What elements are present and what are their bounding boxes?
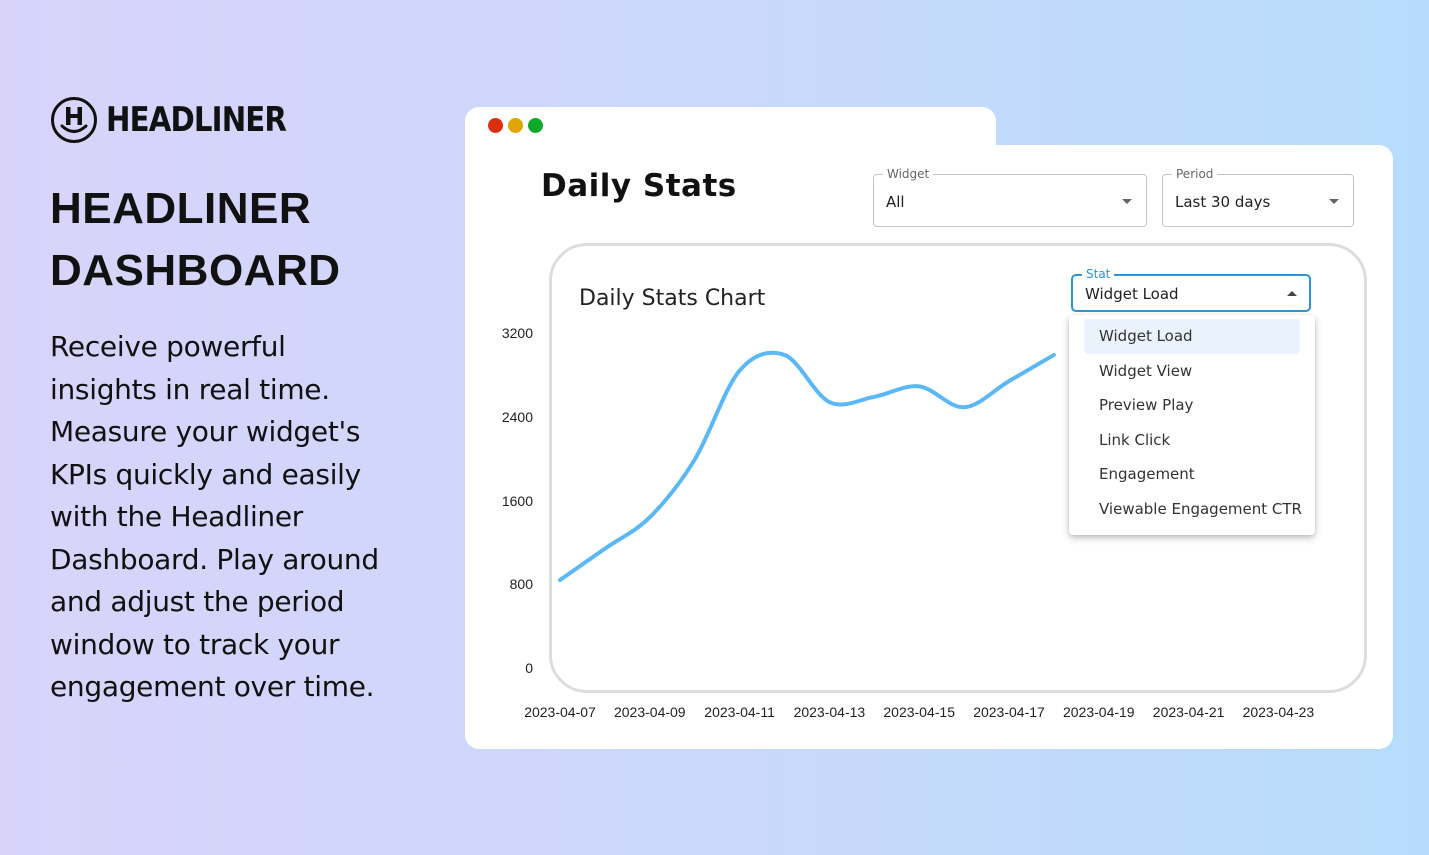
close-window-dot-icon[interactable] bbox=[488, 118, 503, 133]
logo-wordmark: HEADLINER bbox=[106, 100, 287, 140]
period-select[interactable]: Period Last 30 days bbox=[1162, 167, 1354, 227]
widget-select-label: Widget bbox=[883, 167, 934, 181]
stat-option-engagement[interactable]: Engagement bbox=[1099, 465, 1195, 484]
headliner-logo: HEADLINER bbox=[50, 96, 315, 144]
chevron-down-icon bbox=[1122, 199, 1132, 204]
x-tick-label: 2023-04-21 bbox=[1152, 704, 1225, 720]
widget-select[interactable]: Widget All bbox=[873, 167, 1147, 227]
period-select-value: Last 30 days bbox=[1175, 193, 1271, 211]
stat-option-viewable-engagement-ctr[interactable]: Viewable Engagement CTR bbox=[1099, 499, 1302, 518]
y-tick-label: 0 bbox=[525, 660, 533, 676]
y-tick-label: 3200 bbox=[501, 325, 533, 341]
minimize-window-dot-icon[interactable] bbox=[508, 118, 523, 133]
x-tick-label: 2023-04-09 bbox=[613, 704, 686, 720]
x-tick-label: 2023-04-07 bbox=[524, 704, 596, 720]
x-tick-label: 2023-04-11 bbox=[704, 704, 775, 720]
chart-title: Daily Stats Chart bbox=[579, 286, 766, 311]
marketing-description: Receive powerful insights in real time. … bbox=[50, 330, 379, 703]
maximize-window-dot-icon[interactable] bbox=[528, 118, 543, 133]
x-tick-label: 2023-04-17 bbox=[973, 704, 1045, 720]
y-tick-label: 2400 bbox=[501, 408, 533, 425]
stat-option-widget-view[interactable]: Widget View bbox=[1099, 361, 1193, 380]
page-title: Daily Stats bbox=[541, 168, 737, 204]
stat-dropdown-menu: Widget Load Widget View Preview Play Lin… bbox=[1069, 315, 1315, 535]
widget-select-value: All bbox=[886, 193, 905, 211]
x-tick-label: 2023-04-13 bbox=[793, 704, 866, 720]
smiley-logo-icon bbox=[51, 97, 97, 143]
stat-select-label: Stat bbox=[1082, 267, 1115, 281]
x-tick-label: 2023-04-23 bbox=[1242, 704, 1315, 720]
headline-line-2: DASHBOARD bbox=[50, 246, 341, 295]
chevron-down-icon bbox=[1329, 199, 1339, 204]
page-headline: HEADLINER DASHBOARD bbox=[50, 178, 410, 302]
chevron-up-icon bbox=[1287, 291, 1297, 296]
stat-select-value: Widget Load bbox=[1085, 285, 1179, 303]
headline-line-1: HEADLINER bbox=[50, 184, 312, 233]
x-tick-label: 2023-04-15 bbox=[883, 704, 955, 720]
y-tick-label: 800 bbox=[509, 576, 533, 593]
y-tick-label: 1600 bbox=[501, 492, 533, 509]
stat-option-link-click[interactable]: Link Click bbox=[1099, 430, 1171, 449]
stat-option-widget-load[interactable]: Widget Load bbox=[1084, 319, 1300, 354]
stat-select[interactable]: Stat Widget Load bbox=[1071, 267, 1311, 312]
stat-option-preview-play[interactable]: Preview Play bbox=[1099, 396, 1194, 415]
x-tick-label: 2023-04-19 bbox=[1062, 704, 1135, 720]
period-select-label: Period bbox=[1172, 167, 1218, 181]
